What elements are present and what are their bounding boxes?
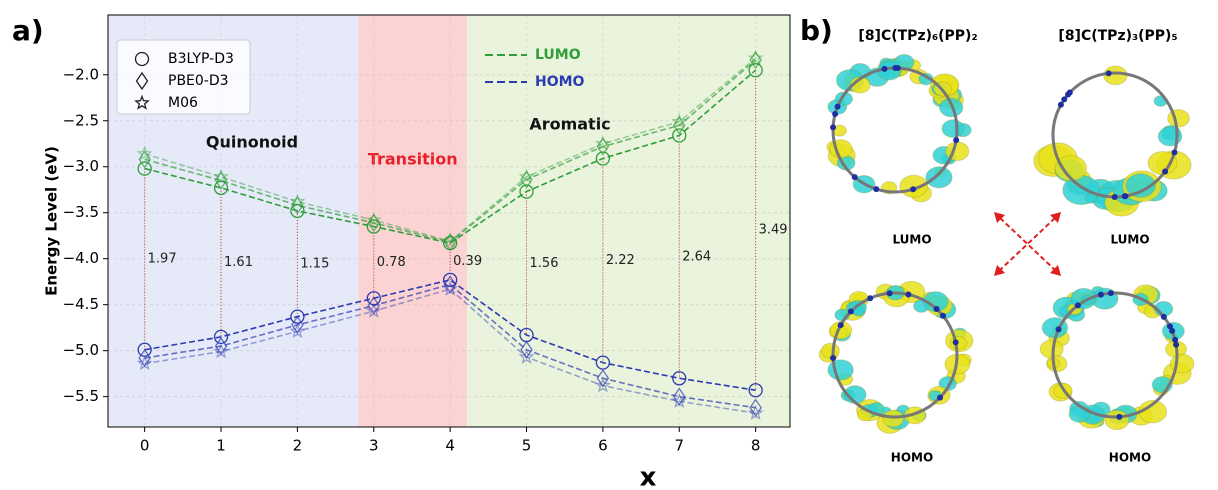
orbital-label: HOMO: [891, 451, 933, 465]
atom: [934, 306, 940, 312]
gap-label: 2.22: [606, 253, 635, 268]
orbital-label: LUMO: [892, 233, 931, 247]
atom: [1106, 70, 1112, 76]
atom: [1067, 90, 1073, 96]
gap-label: 0.78: [377, 255, 406, 270]
panel-b-title: [8]C(TPz)₃(PP)₅: [1058, 28, 1177, 44]
atom: [830, 355, 836, 361]
x-tick-label: 8: [751, 437, 761, 455]
y-tick-label: −2.5: [63, 111, 99, 129]
x-tick-label: 1: [216, 437, 226, 455]
atom: [937, 395, 943, 401]
atom: [1061, 96, 1067, 102]
atom: [940, 313, 946, 319]
atom: [848, 308, 854, 314]
molecule-ring: [1053, 293, 1177, 417]
x-tick-label: 3: [369, 437, 379, 455]
y-tick-label: −4.5: [63, 295, 99, 313]
orbital-image: [819, 281, 973, 433]
molecule-ring: [833, 68, 957, 192]
atom: [887, 290, 893, 296]
orbital-lobe: [883, 410, 904, 427]
orbital-image: [1040, 285, 1194, 430]
x-tick-label: 6: [598, 437, 608, 455]
gap-label: 2.64: [682, 249, 711, 264]
atom: [882, 66, 888, 72]
panel-label: a): [12, 14, 44, 47]
atom: [1056, 326, 1062, 332]
region-label: Quinonoid: [206, 133, 298, 152]
legend-label: PBE0-D3: [168, 73, 229, 89]
atom: [830, 124, 836, 130]
orbital-lobe: [942, 120, 964, 138]
orbital-image: [827, 54, 971, 201]
y-tick-label: −3.0: [63, 157, 99, 175]
gap-label: 1.97: [148, 252, 177, 267]
legend-label: HOMO: [535, 74, 585, 90]
region: [467, 15, 790, 427]
orbital-lobe: [1105, 410, 1129, 429]
x-tick-label: 2: [293, 437, 303, 455]
y-tick-label: −2.0: [63, 65, 99, 83]
gap-label: 1.15: [300, 256, 329, 271]
atom: [867, 295, 873, 301]
atom: [1112, 194, 1118, 200]
orbital-lobe: [926, 167, 952, 188]
region-label: Transition: [368, 150, 458, 169]
atom: [892, 65, 898, 71]
atom: [1122, 193, 1128, 199]
atom: [1116, 414, 1122, 420]
legend-label: M06: [168, 95, 198, 111]
gap-label: 0.39: [453, 254, 482, 269]
atom: [1098, 292, 1104, 298]
atom: [1161, 314, 1167, 320]
arrow-head: [994, 265, 1005, 276]
legend-label: B3LYP-D3: [168, 51, 234, 67]
x-tick-label: 7: [674, 437, 684, 455]
orbital-label: HOMO: [1109, 451, 1151, 465]
panel-b-title: [8]C(TPz)₆(PP)₂: [858, 28, 977, 44]
atom: [953, 339, 959, 345]
atom: [1171, 149, 1177, 155]
atom: [838, 322, 844, 328]
atom: [832, 111, 838, 117]
gap-label: 1.61: [224, 255, 253, 270]
legend-label: LUMO: [535, 47, 581, 63]
orbital-label: LUMO: [1110, 233, 1149, 247]
y-axis-label: Energy Level (eV): [43, 146, 61, 296]
x-axis-label: x: [640, 463, 657, 490]
orbital-image: [1034, 66, 1191, 216]
atom: [953, 137, 959, 143]
atom: [1167, 323, 1173, 329]
panel-label: b): [800, 14, 833, 47]
atom: [1172, 337, 1178, 343]
atom: [1108, 290, 1114, 296]
atom: [1162, 169, 1168, 175]
orbital-lobe: [1168, 110, 1190, 127]
orbital-lobe: [821, 343, 839, 358]
atom: [852, 174, 858, 180]
orbital-lobe: [1069, 406, 1090, 423]
atom: [873, 186, 879, 192]
atom: [835, 104, 841, 110]
x-tick-label: 4: [445, 437, 455, 455]
atom: [910, 186, 916, 192]
arrow-head: [1050, 265, 1061, 276]
atom: [1075, 302, 1081, 308]
gap-label: 1.56: [530, 256, 559, 271]
gap-label: 3.49: [759, 223, 788, 238]
y-tick-label: −3.5: [63, 203, 99, 221]
y-tick-label: −5.5: [63, 387, 99, 405]
region-label: Aromatic: [529, 115, 610, 134]
atom: [905, 291, 911, 297]
arrows: [994, 212, 1061, 276]
x-tick-label: 0: [140, 437, 150, 455]
y-tick-label: −5.0: [63, 341, 99, 359]
atom: [1058, 102, 1064, 108]
y-tick-label: −4.0: [63, 249, 99, 267]
x-tick-label: 5: [522, 437, 532, 455]
orbital-lobe: [828, 360, 853, 380]
figure: a) b) x Energy Level (eV) [8]C(TPz)₆(PP)…: [0, 0, 1218, 490]
